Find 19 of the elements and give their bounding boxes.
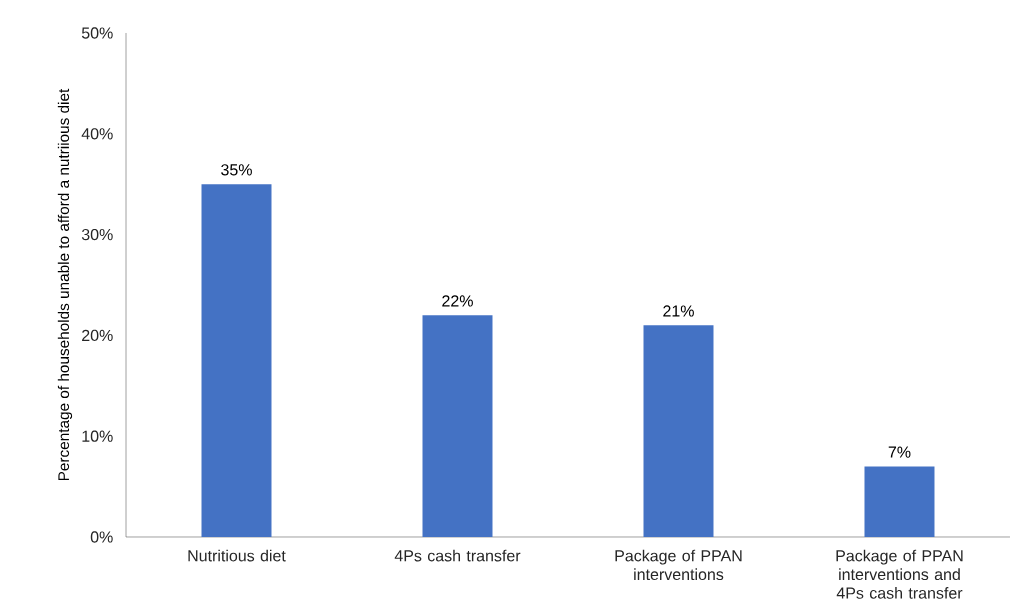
x-tick-label: Package of PPAN interventions and 4Ps cash transfer xyxy=(836,549,963,599)
x-tick-label: Nutritious diet xyxy=(188,549,286,562)
data-label: 7% xyxy=(888,446,911,458)
x-tick-label: Package of PPAN interventions xyxy=(615,549,742,581)
data-label: 21% xyxy=(663,305,694,317)
bar xyxy=(422,315,493,537)
data-label: 35% xyxy=(221,164,252,176)
bar xyxy=(864,466,935,537)
y-tick-label: 10% xyxy=(82,430,113,442)
x-tick-label: 4Ps cash transfer xyxy=(394,549,521,562)
y-tick-label: 40% xyxy=(81,128,113,140)
y-tick-label: 50% xyxy=(81,27,113,39)
bar xyxy=(201,184,272,537)
data-label: 22% xyxy=(442,295,473,307)
bar xyxy=(643,325,714,537)
y-tick-label: 30% xyxy=(81,228,113,241)
y-axis-title: Percentage of households unable to afford a nutriious diet xyxy=(57,88,73,481)
y-tick-label: 0% xyxy=(90,531,113,543)
y-tick-label: 20% xyxy=(82,329,113,342)
